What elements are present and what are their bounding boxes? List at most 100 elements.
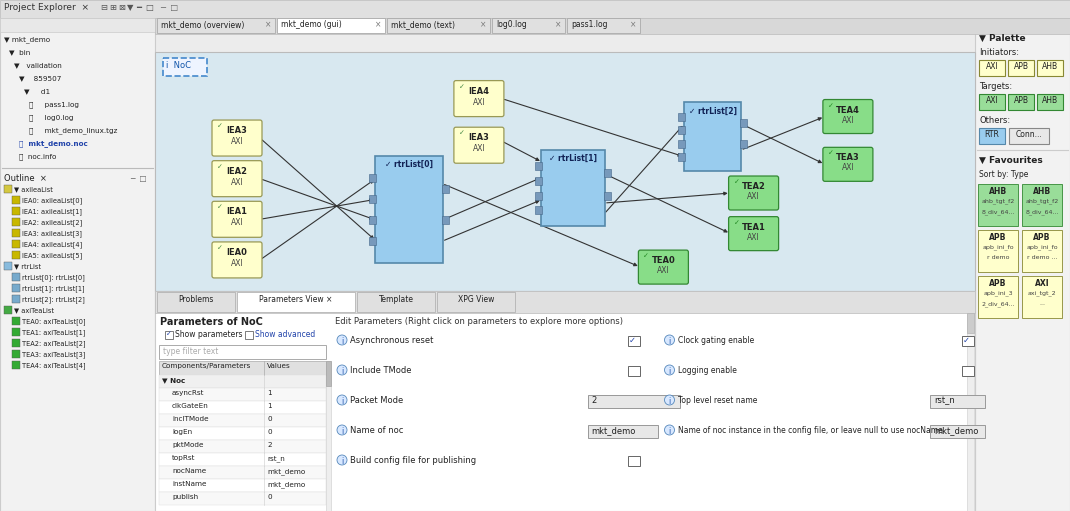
Text: ahb_tgt_f2: ahb_tgt_f2 xyxy=(1025,198,1058,204)
Bar xyxy=(12,273,20,281)
FancyBboxPatch shape xyxy=(437,292,515,312)
Text: 2_div_64...: 2_div_64... xyxy=(981,301,1014,307)
Text: ✓: ✓ xyxy=(166,331,172,337)
FancyBboxPatch shape xyxy=(975,18,1070,511)
FancyBboxPatch shape xyxy=(0,0,1070,18)
FancyBboxPatch shape xyxy=(326,361,331,511)
Text: ✓: ✓ xyxy=(217,123,223,129)
FancyBboxPatch shape xyxy=(627,336,640,346)
Text: i: i xyxy=(341,457,343,466)
Text: IEA1: axileaList[1]: IEA1: axileaList[1] xyxy=(22,208,82,215)
Text: instName: instName xyxy=(172,481,207,487)
Text: rst_n: rst_n xyxy=(268,455,285,462)
Text: AHB: AHB xyxy=(1033,187,1051,196)
Text: i  NoC: i NoC xyxy=(166,61,192,70)
Text: Others:: Others: xyxy=(979,116,1010,125)
Bar xyxy=(740,120,748,127)
FancyBboxPatch shape xyxy=(541,150,605,226)
Text: ▼ Palette: ▼ Palette xyxy=(979,34,1026,43)
Text: ▼ axiTeaList: ▼ axiTeaList xyxy=(14,307,54,313)
Text: APB: APB xyxy=(1013,96,1028,105)
Bar xyxy=(369,174,377,182)
Text: AXI: AXI xyxy=(747,233,760,242)
Bar xyxy=(12,218,20,226)
Text: Logging enable: Logging enable xyxy=(677,366,736,375)
Text: 8_div_64...: 8_div_64... xyxy=(1025,209,1058,215)
FancyBboxPatch shape xyxy=(492,18,565,33)
FancyBboxPatch shape xyxy=(0,18,155,511)
Text: ✓ rtrList[1]: ✓ rtrList[1] xyxy=(549,154,597,163)
Text: ▼ Noc: ▼ Noc xyxy=(162,377,185,383)
Text: Edit Parameters (Right click on parameters to explore more options): Edit Parameters (Right click on paramete… xyxy=(335,317,623,326)
Text: ✓: ✓ xyxy=(459,130,464,136)
Text: ✓: ✓ xyxy=(963,336,970,345)
Bar xyxy=(442,216,449,224)
Text: i: i xyxy=(341,337,343,346)
Text: TEA2: axiTeaList[2]: TEA2: axiTeaList[2] xyxy=(22,340,86,347)
Text: rtrList[2]: rtrList[2]: rtrList[2]: rtrList[2] xyxy=(22,296,85,303)
Text: apb_ini_fo: apb_ini_fo xyxy=(1026,244,1058,250)
FancyBboxPatch shape xyxy=(627,456,640,466)
FancyBboxPatch shape xyxy=(245,331,253,339)
Text: i: i xyxy=(341,367,343,376)
Text: AXI: AXI xyxy=(841,115,854,125)
Text: topRst: topRst xyxy=(172,455,196,461)
Text: ▼ axileaList: ▼ axileaList xyxy=(14,186,52,192)
FancyBboxPatch shape xyxy=(967,313,974,333)
Text: 0: 0 xyxy=(268,494,272,500)
FancyBboxPatch shape xyxy=(1022,230,1063,272)
Text: AXI: AXI xyxy=(1035,279,1050,288)
Text: Initiators:: Initiators: xyxy=(979,48,1019,57)
Text: ▼ Favourites: ▼ Favourites xyxy=(979,156,1043,165)
Bar xyxy=(12,350,20,358)
Text: Show parameters: Show parameters xyxy=(175,330,243,339)
Text: type filter text: type filter text xyxy=(163,347,218,356)
Text: 1: 1 xyxy=(268,390,272,396)
Bar xyxy=(535,206,542,215)
Text: APB: APB xyxy=(1034,233,1051,242)
Text: ━: ━ xyxy=(136,3,141,12)
FancyBboxPatch shape xyxy=(0,18,1070,32)
FancyBboxPatch shape xyxy=(684,102,742,171)
FancyBboxPatch shape xyxy=(236,292,355,312)
Text: TEA3: axiTeaList[3]: TEA3: axiTeaList[3] xyxy=(22,351,86,358)
Text: TEA4: axiTeaList[4]: TEA4: axiTeaList[4] xyxy=(22,362,86,369)
Text: 0: 0 xyxy=(268,416,272,422)
FancyBboxPatch shape xyxy=(212,242,262,278)
Text: AXI: AXI xyxy=(985,62,998,71)
Text: ×: × xyxy=(480,20,487,29)
Text: ⊞: ⊞ xyxy=(109,3,116,12)
FancyBboxPatch shape xyxy=(159,361,326,375)
Text: ✓: ✓ xyxy=(628,336,636,345)
Text: Clock gating enable: Clock gating enable xyxy=(677,336,753,345)
FancyBboxPatch shape xyxy=(1037,94,1063,110)
FancyBboxPatch shape xyxy=(979,94,1005,110)
Text: APB: APB xyxy=(990,233,1007,242)
Text: mkt_demo (text): mkt_demo (text) xyxy=(391,20,455,29)
Text: Problems: Problems xyxy=(179,295,214,304)
Text: publish: publish xyxy=(172,494,198,500)
FancyBboxPatch shape xyxy=(326,361,331,386)
Text: ✓: ✓ xyxy=(828,150,834,156)
FancyBboxPatch shape xyxy=(212,160,262,197)
Bar xyxy=(535,192,542,200)
Text: ▼ rtrList: ▼ rtrList xyxy=(14,263,41,269)
Text: IEA5: axileaList[5]: IEA5: axileaList[5] xyxy=(22,252,82,259)
Text: Project Explorer  ×: Project Explorer × xyxy=(4,3,89,12)
Text: ✓: ✓ xyxy=(217,164,223,170)
Text: i: i xyxy=(669,337,671,346)
Text: ▼    859507: ▼ 859507 xyxy=(19,75,61,81)
Text: pktMode: pktMode xyxy=(172,442,203,448)
Text: mkt_demo: mkt_demo xyxy=(268,481,305,488)
FancyBboxPatch shape xyxy=(979,60,1005,76)
FancyBboxPatch shape xyxy=(823,100,873,133)
Text: IEA2: IEA2 xyxy=(227,167,247,176)
Text: TEA1: TEA1 xyxy=(742,223,765,231)
Text: AHB: AHB xyxy=(1042,96,1058,105)
Text: ×: × xyxy=(374,20,381,29)
FancyBboxPatch shape xyxy=(1022,184,1063,226)
Text: 0: 0 xyxy=(268,429,272,435)
Text: ×: × xyxy=(265,20,272,29)
FancyBboxPatch shape xyxy=(1009,128,1049,144)
Text: AXI: AXI xyxy=(747,192,760,201)
